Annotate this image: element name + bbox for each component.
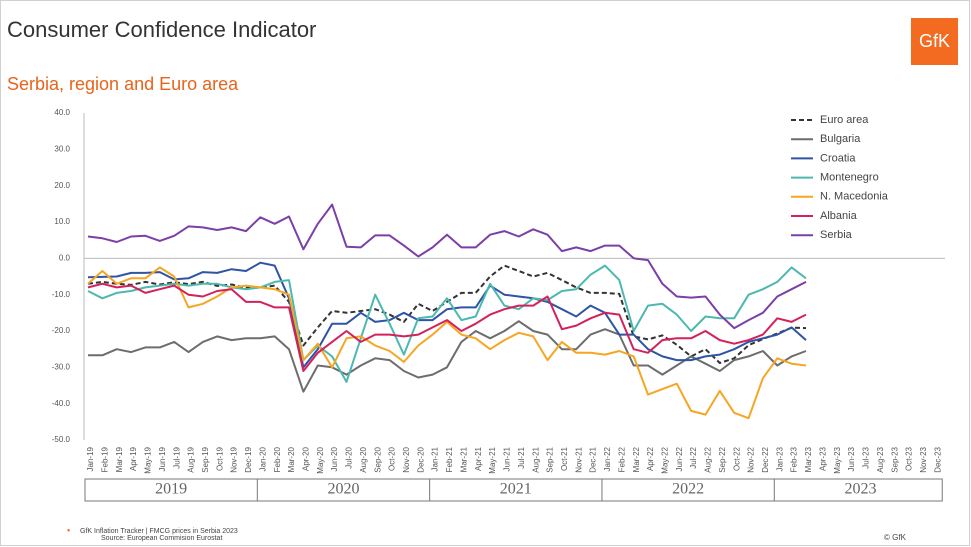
- x-tick-label: Feb-22: [617, 446, 626, 472]
- x-tick-label: May-20: [316, 446, 325, 473]
- chart-subtitle: Serbia, region and Euro area: [7, 74, 239, 94]
- x-tick-label: Mar-19: [115, 446, 124, 472]
- x-tick-label: Feb-23: [790, 446, 799, 472]
- x-tick-label: Jun-22: [675, 446, 684, 471]
- x-tick-label: Jan-20: [258, 446, 267, 471]
- legend-label: N. Macedonia: [820, 191, 889, 203]
- logo-box: [911, 18, 958, 65]
- y-tick-label: -20.0: [52, 326, 71, 335]
- x-tick-label: Jul-23: [862, 446, 871, 468]
- x-tick-label: Apr-20: [302, 446, 311, 471]
- x-tick-label: Jun-23: [847, 446, 856, 471]
- x-tick-label: Mar-23: [804, 446, 813, 472]
- legend-label: Croatia: [820, 152, 856, 164]
- x-tick-label: Dec-20: [416, 446, 425, 472]
- x-tick-label: Jun-19: [158, 446, 167, 471]
- series-line: [87, 266, 807, 420]
- x-tick-label: May-23: [833, 446, 842, 473]
- y-tick-label: -10.0: [52, 290, 71, 299]
- y-tick-label: -50.0: [52, 435, 71, 444]
- y-tick-label: 20.0: [54, 181, 70, 190]
- x-tick-label: Aug-22: [704, 446, 713, 472]
- x-tick-label: Sep-20: [373, 446, 382, 472]
- x-tick-label: Aug-20: [359, 446, 368, 472]
- y-tick-label: 10.0: [54, 217, 70, 226]
- x-tick-label: Dec-22: [761, 446, 770, 472]
- legend-label: Albania: [820, 210, 858, 222]
- x-tick-label: Feb-20: [273, 446, 282, 472]
- x-tick-label: Jun-20: [330, 446, 339, 471]
- legend-label: Euro area: [820, 114, 869, 126]
- x-tick-label: Apr-21: [474, 446, 483, 471]
- x-tick-label: Jan-21: [431, 446, 440, 471]
- x-tick-label: Mar-20: [287, 446, 296, 472]
- x-tick-label: Oct-19: [215, 446, 224, 471]
- x-tick-label: Nov-19: [230, 446, 239, 472]
- legend-label: Bulgaria: [820, 133, 861, 145]
- logo: GfK: [919, 31, 950, 51]
- x-tick-label: Jun-21: [503, 446, 512, 471]
- x-tick-label: Mar-22: [632, 446, 641, 472]
- legend-label: Montenegro: [820, 172, 879, 184]
- series-line: [87, 261, 807, 369]
- series-line: [87, 264, 807, 383]
- x-tick-label: Sep-19: [201, 446, 210, 472]
- x-tick-label: Nov-20: [402, 446, 411, 472]
- y-tick-label: -40.0: [52, 399, 71, 408]
- legend-label: Serbia: [820, 229, 853, 241]
- x-tick-label: Nov-21: [574, 446, 583, 472]
- year-axis: [84, 478, 943, 502]
- x-tick-label: Nov-22: [747, 446, 756, 472]
- x-tick-label: Sep-22: [718, 446, 727, 472]
- x-tick-label: Sep-23: [890, 446, 899, 472]
- x-tick-label: Jul-22: [689, 446, 698, 468]
- x-tick-label: May-22: [661, 446, 670, 473]
- y-tick-label: 30.0: [54, 144, 70, 153]
- x-tick-label: Dec-19: [244, 446, 253, 472]
- x-tick-label: Jul-20: [345, 446, 354, 468]
- year-label: 2020: [327, 481, 359, 498]
- x-tick-label: May-19: [144, 446, 153, 473]
- x-tick-label: Apr-23: [818, 446, 827, 471]
- x-tick-label: Oct-22: [732, 446, 741, 471]
- x-tick-label: Dec-23: [933, 446, 942, 472]
- chart-title: Consumer Confidence Indicator: [7, 17, 316, 42]
- x-tick-label: Sep-21: [546, 446, 555, 472]
- x-tick-label: Feb-21: [445, 446, 454, 472]
- year-label: 2022: [672, 481, 704, 498]
- x-tick-label: Jan-23: [775, 446, 784, 471]
- x-tick-label: Dec-21: [589, 446, 598, 472]
- y-tick-label: 0.0: [59, 253, 71, 262]
- x-tick-label: Oct-23: [905, 446, 914, 471]
- year-label: 2019: [155, 481, 187, 498]
- source: Source: European Commision Eurostat: [101, 535, 222, 542]
- x-tick-label: Oct-21: [560, 446, 569, 471]
- x-tick-label: Mar-21: [459, 446, 468, 472]
- x-tick-label: Feb-19: [100, 446, 109, 472]
- x-tick-label: Jul-21: [517, 446, 526, 468]
- year-label: 2021: [500, 481, 532, 498]
- y-tick-label: 40.0: [54, 108, 70, 117]
- x-tick-label: Oct-20: [388, 446, 397, 471]
- x-tick-label: Apr-22: [646, 446, 655, 471]
- x-tick-label: Aug-21: [531, 446, 540, 472]
- series-line: [87, 282, 807, 372]
- x-tick-label: Jan-22: [603, 446, 612, 471]
- copyright: © GfK: [884, 533, 907, 542]
- x-tick-label: Jan-19: [86, 446, 95, 471]
- year-label: 2023: [844, 481, 876, 498]
- series-line: [87, 203, 807, 330]
- x-tick-label: Apr-19: [129, 446, 138, 471]
- footnote: GfK Inflation Tracker | FMCG prices in S…: [80, 528, 238, 535]
- y-tick-label: -30.0: [52, 362, 71, 371]
- x-tick-label: May-21: [488, 446, 497, 473]
- x-tick-label: Jul-19: [172, 446, 181, 468]
- bullet: •: [67, 525, 70, 535]
- x-tick-label: Nov-23: [919, 446, 928, 472]
- x-tick-label: Aug-23: [876, 446, 885, 472]
- x-tick-label: Aug-19: [187, 446, 196, 472]
